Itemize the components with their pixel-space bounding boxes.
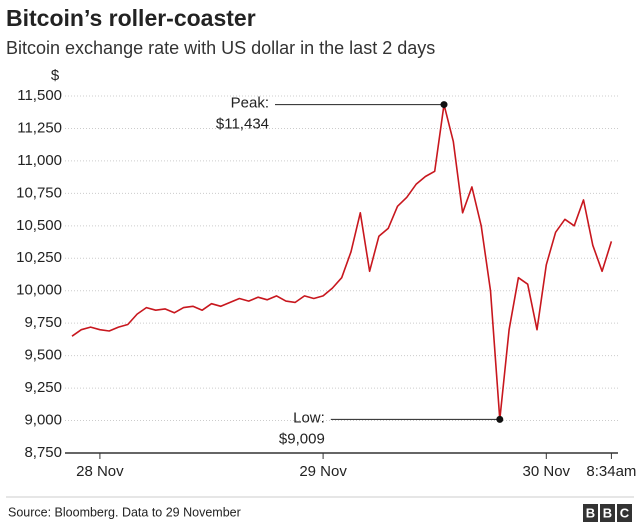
y-tick-label: 11,250 [17, 119, 62, 136]
y-tick-label: 11,000 [17, 152, 62, 169]
logo-box [600, 504, 615, 522]
price-line [71, 103, 613, 421]
chart-title: Bitcoin’s roller-coaster [6, 5, 256, 31]
logo-box [583, 504, 598, 522]
x-tick-label: 28 Nov [76, 463, 124, 480]
y-tick-label: 9,250 [24, 379, 62, 396]
y-tick-label: 11,500 [17, 87, 62, 104]
y-tick-label: 8,750 [24, 444, 62, 461]
annotation-dot [440, 101, 448, 109]
y-tick-label: 10,250 [16, 249, 62, 266]
logo-box [617, 504, 632, 522]
x-tick-label: 29 Nov [299, 463, 347, 480]
annotation-text: Low: [293, 409, 325, 426]
y-tick-label: 10,500 [16, 217, 62, 234]
annotation-value: $11,434 [216, 116, 269, 133]
source: Source: Bloomberg. Data to 29 November [8, 505, 241, 519]
x-tick-label: 8:34am [586, 463, 636, 480]
logo-letter: C [620, 505, 630, 520]
y-tick-label: 10,000 [16, 282, 62, 299]
y-tick-label: 9,500 [24, 347, 62, 364]
y-tick-label: 9,750 [24, 314, 62, 331]
y-tick-label: 9,000 [24, 412, 62, 429]
chart-subtitle: Bitcoin exchange rate with US dollar in … [6, 38, 435, 58]
y-unit: $ [51, 67, 60, 84]
logo-letter: B [586, 505, 595, 520]
annotation-text: Peak: [231, 95, 269, 112]
annotation-dot [496, 415, 504, 423]
annotation-value: $9,009 [279, 430, 325, 447]
x-tick-label: 30 Nov [523, 463, 571, 480]
logo-letter: B [603, 505, 612, 520]
y-tick-label: 10,750 [16, 184, 62, 201]
